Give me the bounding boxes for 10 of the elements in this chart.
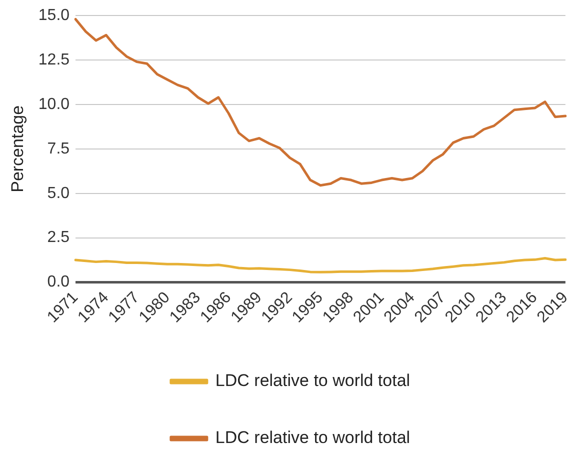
y-tick-label: 2.5 xyxy=(47,229,70,246)
y-tick-label: 5.0 xyxy=(47,184,70,202)
legend-label: LDC relative to world total xyxy=(215,428,410,448)
y-tick-label: 0.0 xyxy=(47,274,70,291)
y-tick-label: 12.5 xyxy=(38,51,70,68)
legend-label: LDC relative to world total xyxy=(215,371,410,390)
y-axis-title: Percentage xyxy=(8,105,27,192)
y-tick-label: 15.0 xyxy=(38,7,70,24)
y-tick-label: 10.0 xyxy=(38,96,70,113)
y-tick-label: 7.5 xyxy=(47,140,70,158)
